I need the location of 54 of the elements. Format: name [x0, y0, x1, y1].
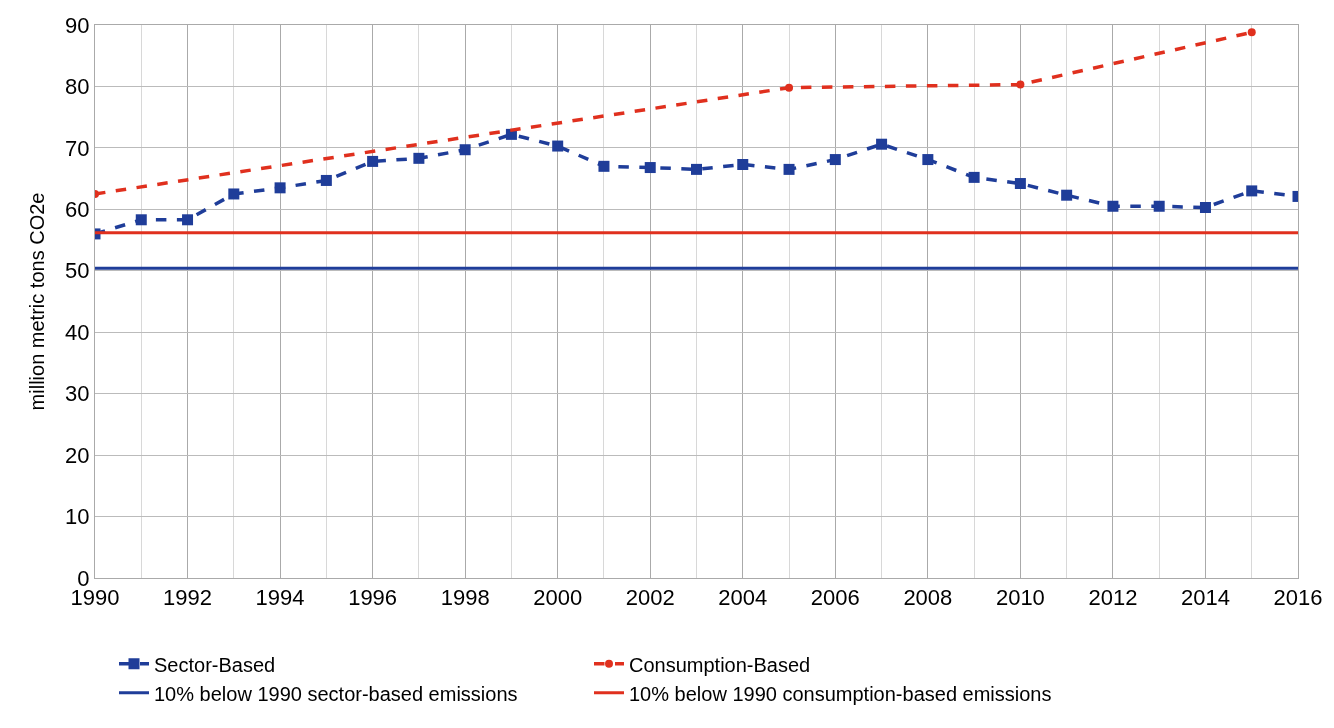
- legend-label: Consumption-Based: [629, 653, 811, 676]
- y-axis-title: million metric tons CO2e: [25, 192, 48, 411]
- point: [737, 158, 749, 170]
- y-tick-label: 80: [65, 74, 90, 100]
- point: [1247, 28, 1256, 37]
- y-tick-label: 40: [65, 319, 90, 345]
- y-tick-label: 20: [65, 442, 90, 468]
- x-tick-label: 2000: [533, 585, 583, 611]
- x-tick-label: 2008: [903, 585, 953, 611]
- point: [1199, 201, 1211, 213]
- point: [968, 171, 980, 183]
- point: [274, 182, 286, 194]
- point: [644, 162, 656, 174]
- point: [182, 214, 194, 226]
- point: [829, 154, 841, 166]
- y-tick-label: 70: [65, 135, 90, 161]
- point: [367, 155, 379, 167]
- y-tick-label: 90: [65, 12, 90, 38]
- point: [1107, 200, 1119, 212]
- point: [1061, 189, 1073, 201]
- x-tick-label: 2010: [995, 585, 1045, 611]
- y-tick-label: 10: [65, 504, 90, 530]
- x-tick-label: 2002: [625, 585, 675, 611]
- point: [783, 163, 795, 175]
- point: [1246, 185, 1258, 197]
- x-tick-label: 1994: [255, 585, 305, 611]
- point: [785, 83, 794, 92]
- point: [1016, 80, 1025, 89]
- x-tick-label: 2004: [718, 585, 768, 611]
- legend-label: 10% below 1990 consumption-based emissions: [629, 682, 1052, 705]
- x-tick-label: 1998: [440, 585, 490, 611]
- point: [691, 163, 702, 175]
- point: [1014, 178, 1026, 190]
- point: [552, 140, 564, 152]
- point: [320, 174, 332, 186]
- point: [876, 138, 888, 150]
- y-tick-label: 60: [65, 197, 90, 223]
- legend-label: 10% below 1990 sector-based emissions: [154, 682, 518, 705]
- point: [598, 160, 610, 172]
- legend-label: Sector-Based: [154, 653, 276, 676]
- point: [135, 214, 147, 226]
- y-tick-label: 50: [65, 258, 90, 284]
- x-tick-label: 1992: [163, 585, 213, 611]
- point: [922, 154, 934, 166]
- x-tick-label: 2014: [1180, 585, 1230, 611]
- x-tick-label: 2012: [1088, 585, 1138, 611]
- point: [1153, 200, 1165, 212]
- x-tick-label: 2016: [1273, 585, 1323, 611]
- x-tick-label: 1996: [348, 585, 398, 611]
- point: [459, 144, 471, 156]
- x-tick-label: 2006: [810, 585, 860, 611]
- point: [413, 152, 425, 164]
- point: [228, 188, 240, 200]
- y-tick-label: 30: [65, 381, 90, 407]
